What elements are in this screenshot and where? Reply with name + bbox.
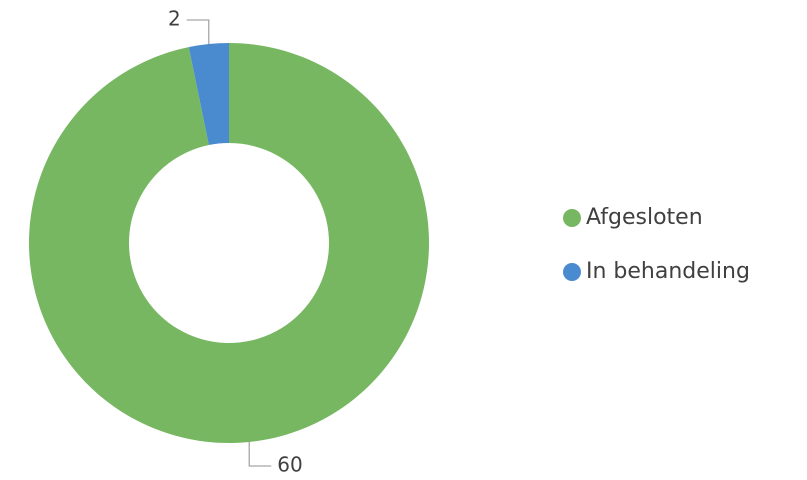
slice bbox=[188, 43, 229, 146]
data-label: 60 bbox=[277, 453, 302, 477]
data-label: 2 bbox=[168, 7, 181, 31]
legend-label: Afgesloten bbox=[586, 205, 703, 230]
legend-marker bbox=[563, 263, 581, 281]
leader-line bbox=[248, 441, 272, 467]
leader-line bbox=[186, 19, 210, 45]
legend-label: In behandeling bbox=[586, 259, 750, 284]
legend-marker bbox=[563, 209, 581, 227]
slice bbox=[28, 43, 429, 443]
